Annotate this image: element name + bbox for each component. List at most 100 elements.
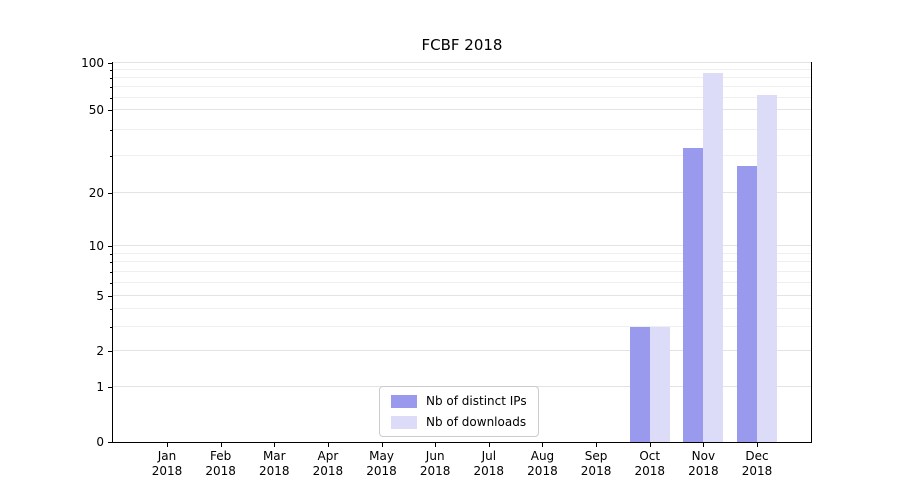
y-tick-mark-20 <box>108 193 112 195</box>
y-minor-tick-mark-9 <box>110 253 112 255</box>
y-tick-mark-1 <box>108 387 112 389</box>
chart-title: FCBF 2018 <box>421 36 503 54</box>
x-tick-mark-may <box>381 443 383 447</box>
gridline-minor-4 <box>113 308 811 310</box>
x-tick-label-may: May 2018 <box>352 449 412 479</box>
y-minor-tick-mark-7 <box>110 271 112 273</box>
gridline-minor-90 <box>113 69 811 71</box>
x-tick-label-aug: Aug 2018 <box>512 449 572 479</box>
x-tick-month: Dec <box>745 449 769 463</box>
x-tick-mark-dec <box>757 443 758 447</box>
y-minor-tick-mark-90 <box>110 70 112 72</box>
x-tick-year: 2018 <box>151 464 183 478</box>
x-tick-mark-apr <box>327 443 329 447</box>
y-minor-tick-mark-6 <box>110 282 112 284</box>
x-tick-year: 2018 <box>366 464 397 478</box>
y-tick-label-10: 10 <box>88 239 104 254</box>
bar-downloads-dec <box>757 95 777 442</box>
x-tick-month: Apr <box>317 449 339 463</box>
gridline-minor-70 <box>113 86 811 88</box>
x-tick-month: Sep <box>584 449 608 463</box>
bars-layer <box>113 63 811 442</box>
x-tick-label-sep: Sep 2018 <box>566 449 626 479</box>
x-tick-month: Jun <box>425 449 445 463</box>
plot-area <box>112 62 812 443</box>
gridline-minor-40 <box>113 129 811 131</box>
y-tick-label-5: 5 <box>96 288 104 303</box>
legend-item-distinct-ips: Nb of distinct IPs <box>391 394 527 408</box>
gridline-minor-60 <box>113 96 811 98</box>
x-tick-mark-jul <box>488 443 490 447</box>
x-tick-mark-nov <box>703 443 705 447</box>
x-tick-label-mar: Mar 2018 <box>244 449 304 479</box>
gridline-minor-9 <box>113 252 811 254</box>
y-tick-label-20: 20 <box>88 186 104 201</box>
y-minor-tick-mark-3 <box>110 326 112 328</box>
x-tick-month: Oct <box>639 449 661 463</box>
x-tick-year: 2018 <box>688 464 719 478</box>
x-tick-month: Aug <box>530 449 555 463</box>
y-tick-mark-100 <box>108 63 112 64</box>
y-minor-tick-mark-40 <box>110 130 112 132</box>
x-tick-year: 2018 <box>473 464 505 478</box>
y-minor-tick-mark-60 <box>110 97 112 99</box>
x-tick-year: 2018 <box>205 464 236 478</box>
x-tick-month: Jul <box>481 449 497 463</box>
legend-label-downloads: Nb of downloads <box>426 415 527 429</box>
gridline-major-2 <box>113 350 811 352</box>
x-tick-label-jan: Jan 2018 <box>137 449 197 479</box>
y-tick-mark-50 <box>108 109 112 111</box>
x-tick-year: 2018 <box>419 464 451 478</box>
x-tick-label-feb: Feb 2018 <box>191 449 251 479</box>
x-tick-label-nov: Nov 2018 <box>673 449 733 479</box>
x-tick-label-apr: Apr 2018 <box>298 449 358 479</box>
legend: Nb of distinct IPs Nb of downloads <box>379 386 539 437</box>
y-minor-tick-mark-8 <box>110 262 112 264</box>
y-axis-tick-labels: 0 1 2 5 10 20 50 100 <box>0 56 104 449</box>
y-tick-label-1: 1 <box>96 380 104 395</box>
gridline-minor-3 <box>113 325 811 327</box>
gridline-major-100 <box>113 62 811 63</box>
y-tick-label-100: 100 <box>81 56 104 70</box>
y-minor-tick-mark-4 <box>110 309 112 311</box>
gridline-major-10 <box>113 245 811 247</box>
x-tick-mark-aug <box>542 443 544 447</box>
x-tick-label-jul: Jul 2018 <box>459 449 519 479</box>
y-tick-mark-10 <box>108 246 112 248</box>
x-tick-label-dec: Dec 2018 <box>727 449 787 479</box>
gridline-minor-7 <box>113 270 811 272</box>
x-tick-mark-jun <box>435 443 437 447</box>
x-tick-month: Jan <box>157 449 177 463</box>
y-tick-mark-0 <box>108 442 112 443</box>
y-tick-label-2: 2 <box>96 344 104 359</box>
y-minor-tick-mark-70 <box>110 87 112 89</box>
gridline-major-50 <box>113 109 811 110</box>
legend-swatch-downloads <box>391 415 417 429</box>
x-tick-year: 2018 <box>741 464 773 478</box>
x-tick-year: 2018 <box>258 464 290 478</box>
x-tick-month: Feb <box>210 449 232 463</box>
x-tick-month: Nov <box>691 449 716 463</box>
y-tick-label-50: 50 <box>88 102 104 117</box>
x-tick-year: 2018 <box>634 464 665 478</box>
gridline-major-20 <box>113 192 811 194</box>
legend-label-distinct-ips: Nb of distinct IPs <box>426 394 527 408</box>
y-tick-mark-2 <box>108 351 112 353</box>
bar-downloads-oct <box>649 326 670 442</box>
y-tick-label-0: 0 <box>96 435 104 449</box>
x-tick-month: May <box>369 449 394 463</box>
y-minor-tick-mark-30 <box>110 156 112 158</box>
x-tick-year: 2018 <box>527 464 558 478</box>
legend-swatch-distinct-ips <box>391 394 417 408</box>
x-tick-label-jun: Jun 2018 <box>405 449 465 479</box>
x-tick-mark-jan <box>167 443 168 447</box>
x-tick-mark-sep <box>596 443 598 447</box>
y-minor-tick-mark-80 <box>110 78 112 80</box>
gridline-minor-8 <box>113 261 811 263</box>
x-tick-year: 2018 <box>312 464 344 478</box>
legend-item-downloads: Nb of downloads <box>391 415 527 429</box>
x-tick-mark-mar <box>274 443 276 447</box>
x-axis-tick-labels: Jan 2018 Feb 2018 Mar 2018 Apr 2018 May 2018 Jun 20… <box>113 449 811 489</box>
x-tick-year: 2018 <box>580 464 612 478</box>
x-tick-mark-oct <box>649 443 651 447</box>
